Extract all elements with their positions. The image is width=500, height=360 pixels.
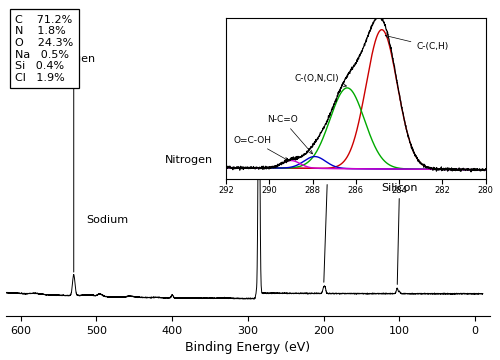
Text: C    71.2%
N    1.8%
O    24.3%
Na   0.5%
Si   0.4%
Cl   1.9%: C 71.2% N 1.8% O 24.3% Na 0.5% Si 0.4% C… [16,15,74,83]
X-axis label: Binding Energy (eV): Binding Energy (eV) [186,341,310,355]
Text: Nitrogen: Nitrogen [165,155,213,165]
Text: Oxygen: Oxygen [52,54,96,64]
Text: Chlorine: Chlorine [304,169,351,282]
Text: Carbon: Carbon [233,31,274,41]
Text: Sodium: Sodium [86,215,128,225]
Text: Silicon: Silicon [381,183,418,284]
